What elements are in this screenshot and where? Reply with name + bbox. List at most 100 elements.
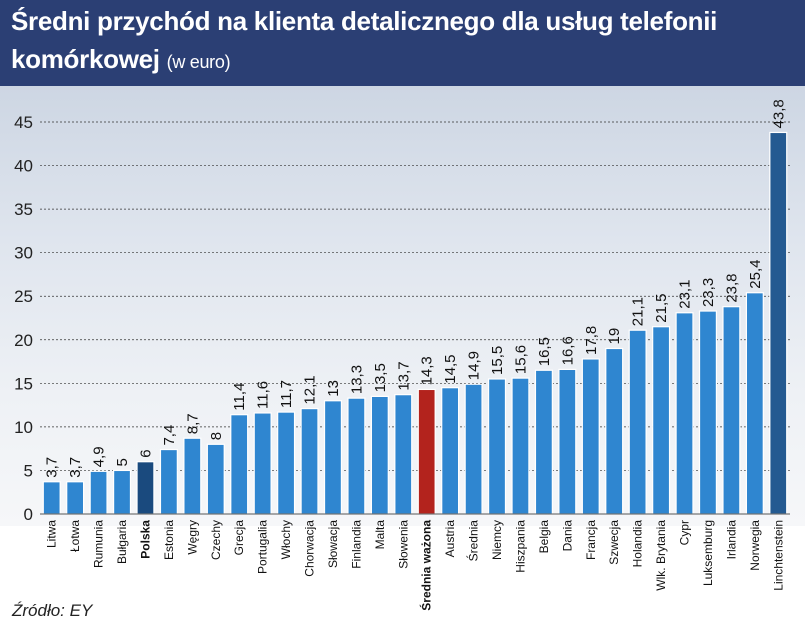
bar-8 — [206, 443, 225, 515]
x-tick-label-21: Hiszpania — [513, 520, 527, 573]
bar-10 — [253, 412, 272, 515]
value-label-26: 21,1 — [630, 297, 647, 326]
bar-32 — [769, 131, 788, 515]
value-label-32: 43,8 — [770, 99, 787, 128]
value-label-5: 6 — [137, 449, 154, 457]
bar-21 — [511, 377, 530, 515]
bar-24 — [581, 358, 600, 515]
source-note: Źródło: EY — [12, 601, 93, 620]
value-label-14: 13,3 — [348, 365, 365, 394]
bar-13 — [323, 400, 343, 515]
bar-3 — [89, 470, 108, 515]
value-label-15: 13,5 — [372, 363, 389, 392]
x-tick-label-6: Estonia — [162, 520, 176, 560]
value-label-4: 5 — [114, 458, 131, 466]
chart-title-line1: Średni przychód na klienta detalicznego … — [11, 6, 718, 36]
x-tick-label-2: Łotwa — [68, 520, 82, 552]
bar-14 — [347, 397, 366, 515]
x-tick-label-17: Średnia ważona — [419, 520, 434, 611]
bar-7 — [183, 437, 202, 515]
value-label-17: 14,3 — [419, 356, 436, 385]
x-tick-label-16: Słowenia — [396, 520, 410, 569]
y-tick-label-0: 0 — [24, 505, 33, 524]
x-tick-label-15: Malta — [373, 520, 387, 550]
value-label-29: 23,3 — [700, 278, 717, 307]
y-tick-label-35: 35 — [14, 200, 33, 219]
x-tick-label-10: Portugalia — [256, 520, 270, 574]
bar-19 — [464, 383, 483, 515]
bars — [42, 131, 788, 515]
value-label-12: 12,1 — [302, 375, 319, 404]
value-label-16: 13,7 — [395, 361, 412, 390]
value-label-2: 3,7 — [67, 457, 84, 478]
bar-18 — [441, 387, 460, 515]
y-axis-ticks: 0 5 10 15 20 25 30 35 40 45 — [14, 113, 33, 524]
bar-12 — [300, 407, 319, 515]
bar-29 — [698, 310, 718, 515]
x-tick-label-14: Finlandia — [349, 520, 363, 569]
y-tick-label-30: 30 — [14, 244, 33, 263]
value-label-9: 11,4 — [231, 383, 248, 411]
x-tick-label-31: Norwegia — [748, 520, 762, 571]
bar-16 — [394, 394, 413, 515]
value-label-27: 21,5 — [653, 294, 670, 323]
x-tick-label-27: Wlk. Brytania — [654, 520, 668, 591]
value-label-30: 23,8 — [723, 273, 740, 302]
x-tick-label-24: Francja — [584, 520, 598, 560]
value-label-8: 8 — [208, 432, 225, 440]
x-tick-label-19: Średnia — [466, 520, 481, 562]
value-label-21: 15,6 — [512, 345, 529, 374]
bar-6 — [159, 448, 178, 515]
y-tick-label-5: 5 — [24, 461, 33, 480]
value-label-22: 16,5 — [536, 337, 553, 366]
chart-title-line2: komórkowej (w euro) — [11, 44, 231, 75]
x-axis-labels: Litwa Łotwa Rumunia Bułgaria Polska Estonia Wę… — [45, 520, 786, 611]
x-tick-label-30: Irlandia — [724, 520, 738, 560]
value-label-1: 3,7 — [44, 457, 61, 478]
bar-11 — [277, 411, 296, 515]
bar-23 — [558, 368, 577, 515]
value-label-20: 15,5 — [489, 346, 506, 375]
bar-15 — [370, 395, 389, 515]
value-label-11: 11,7 — [278, 380, 295, 408]
y-tick-label-20: 20 — [14, 331, 33, 350]
value-label-31: 25,4 — [747, 260, 764, 289]
value-label-23: 16,6 — [559, 336, 576, 365]
value-label-7: 8,7 — [184, 413, 201, 434]
x-tick-label-32: Linchtenstein — [771, 520, 785, 591]
bar-28 — [675, 312, 694, 515]
chart-title-line2-text: komórkowej — [11, 44, 160, 74]
bar-9 — [230, 414, 249, 515]
x-tick-label-4: Bułgaria — [115, 520, 129, 564]
value-label-25: 19 — [606, 328, 623, 345]
value-label-3: 4,9 — [91, 446, 108, 467]
x-tick-label-3: Rumunia — [92, 520, 106, 568]
bar-4 — [112, 469, 132, 515]
y-tick-label-10: 10 — [14, 418, 33, 437]
value-label-24: 17,8 — [583, 326, 600, 355]
bar-27 — [652, 326, 671, 515]
x-tick-label-12: Chorwacja — [303, 520, 317, 577]
x-tick-label-8: Czechy — [209, 520, 223, 560]
x-tick-label-26: Holandia — [631, 520, 645, 568]
chart-header: Średni przychód na klienta detalicznego … — [0, 0, 805, 86]
y-tick-label-40: 40 — [14, 157, 33, 176]
x-tick-label-13: Słowacja — [326, 520, 340, 568]
value-label-6: 7,4 — [161, 425, 178, 446]
value-label-18: 14,5 — [442, 354, 459, 383]
x-tick-label-9: Grecja — [232, 520, 246, 556]
x-tick-label-18: Austria — [443, 520, 457, 558]
bar-26 — [628, 329, 647, 515]
x-tick-label-25: Szwecja — [607, 520, 621, 565]
x-tick-label-7: Węgry — [185, 520, 199, 555]
value-labels: 3,7 3,7 4,9 56 7,4 8,7 8 11,4 11,6 11,7 12,1 13 13,3… — [44, 99, 788, 478]
bar-25 — [605, 347, 624, 515]
bar-1 — [42, 481, 61, 515]
bar-2 — [66, 481, 85, 515]
x-tick-label-11: Włochy — [279, 520, 293, 559]
bar-22 — [534, 369, 553, 515]
x-tick-label-28: Cypr — [678, 520, 692, 545]
chart-subtitle: (w euro) — [166, 52, 231, 72]
y-tick-label-45: 45 — [14, 113, 33, 132]
